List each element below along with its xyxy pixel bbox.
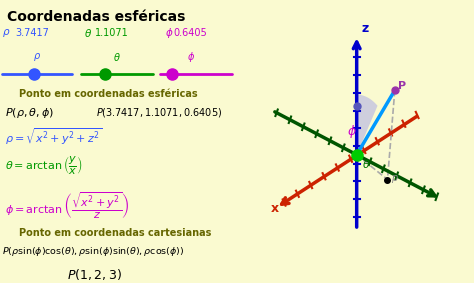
Text: P: P [399, 81, 407, 91]
Text: $\rho$: $\rho$ [2, 27, 11, 38]
Text: $\phi$: $\phi$ [165, 25, 173, 40]
Text: Ponto em coordenadas cartesianas: Ponto em coordenadas cartesianas [19, 228, 211, 238]
Text: p: p [391, 173, 397, 183]
Text: $\rho = \sqrt{x^2 + y^2 + z^2}$: $\rho = \sqrt{x^2 + y^2 + z^2}$ [5, 126, 102, 147]
Text: z: z [361, 22, 368, 35]
Polygon shape [356, 95, 377, 155]
Text: Ponto em coordenadas esféricas: Ponto em coordenadas esféricas [19, 89, 198, 99]
Text: $\theta = \arctan\left(\dfrac{y}{x}\right)$: $\theta = \arctan\left(\dfrac{y}{x}\righ… [5, 154, 82, 176]
Text: $\theta$: $\theta$ [113, 51, 121, 63]
Text: $P(\rho,\theta,\phi)$: $P(\rho,\theta,\phi)$ [5, 106, 54, 120]
Text: $P(1,2,3)$: $P(1,2,3)$ [67, 267, 122, 282]
Text: $\phi = \arctan\left(\dfrac{\sqrt{x^2+y^2}}{z}\right)$: $\phi = \arctan\left(\dfrac{\sqrt{x^2+y^… [5, 191, 130, 221]
Text: 1.1071: 1.1071 [94, 27, 128, 38]
Text: $P(\rho\sin(\phi)\cos(\theta),\rho\sin(\phi)\sin(\theta),\rho\cos(\phi))$: $P(\rho\sin(\phi)\cos(\theta),\rho\sin(\… [2, 245, 185, 258]
Text: $\rho$: $\rho$ [33, 51, 41, 63]
Text: $\theta$: $\theta$ [362, 158, 370, 170]
Text: $\phi$: $\phi$ [347, 123, 357, 140]
Text: 0.6405: 0.6405 [173, 27, 207, 38]
Text: 3.7417: 3.7417 [16, 27, 49, 38]
Text: $\phi$: $\phi$ [187, 50, 196, 64]
Text: x: x [271, 202, 279, 215]
Text: $\theta$: $\theta$ [84, 27, 92, 38]
Text: $P(3.7417,1.1071,0.6405)$: $P(3.7417,1.1071,0.6405)$ [96, 106, 222, 119]
Text: Coordenadas esféricas: Coordenadas esféricas [7, 10, 185, 24]
